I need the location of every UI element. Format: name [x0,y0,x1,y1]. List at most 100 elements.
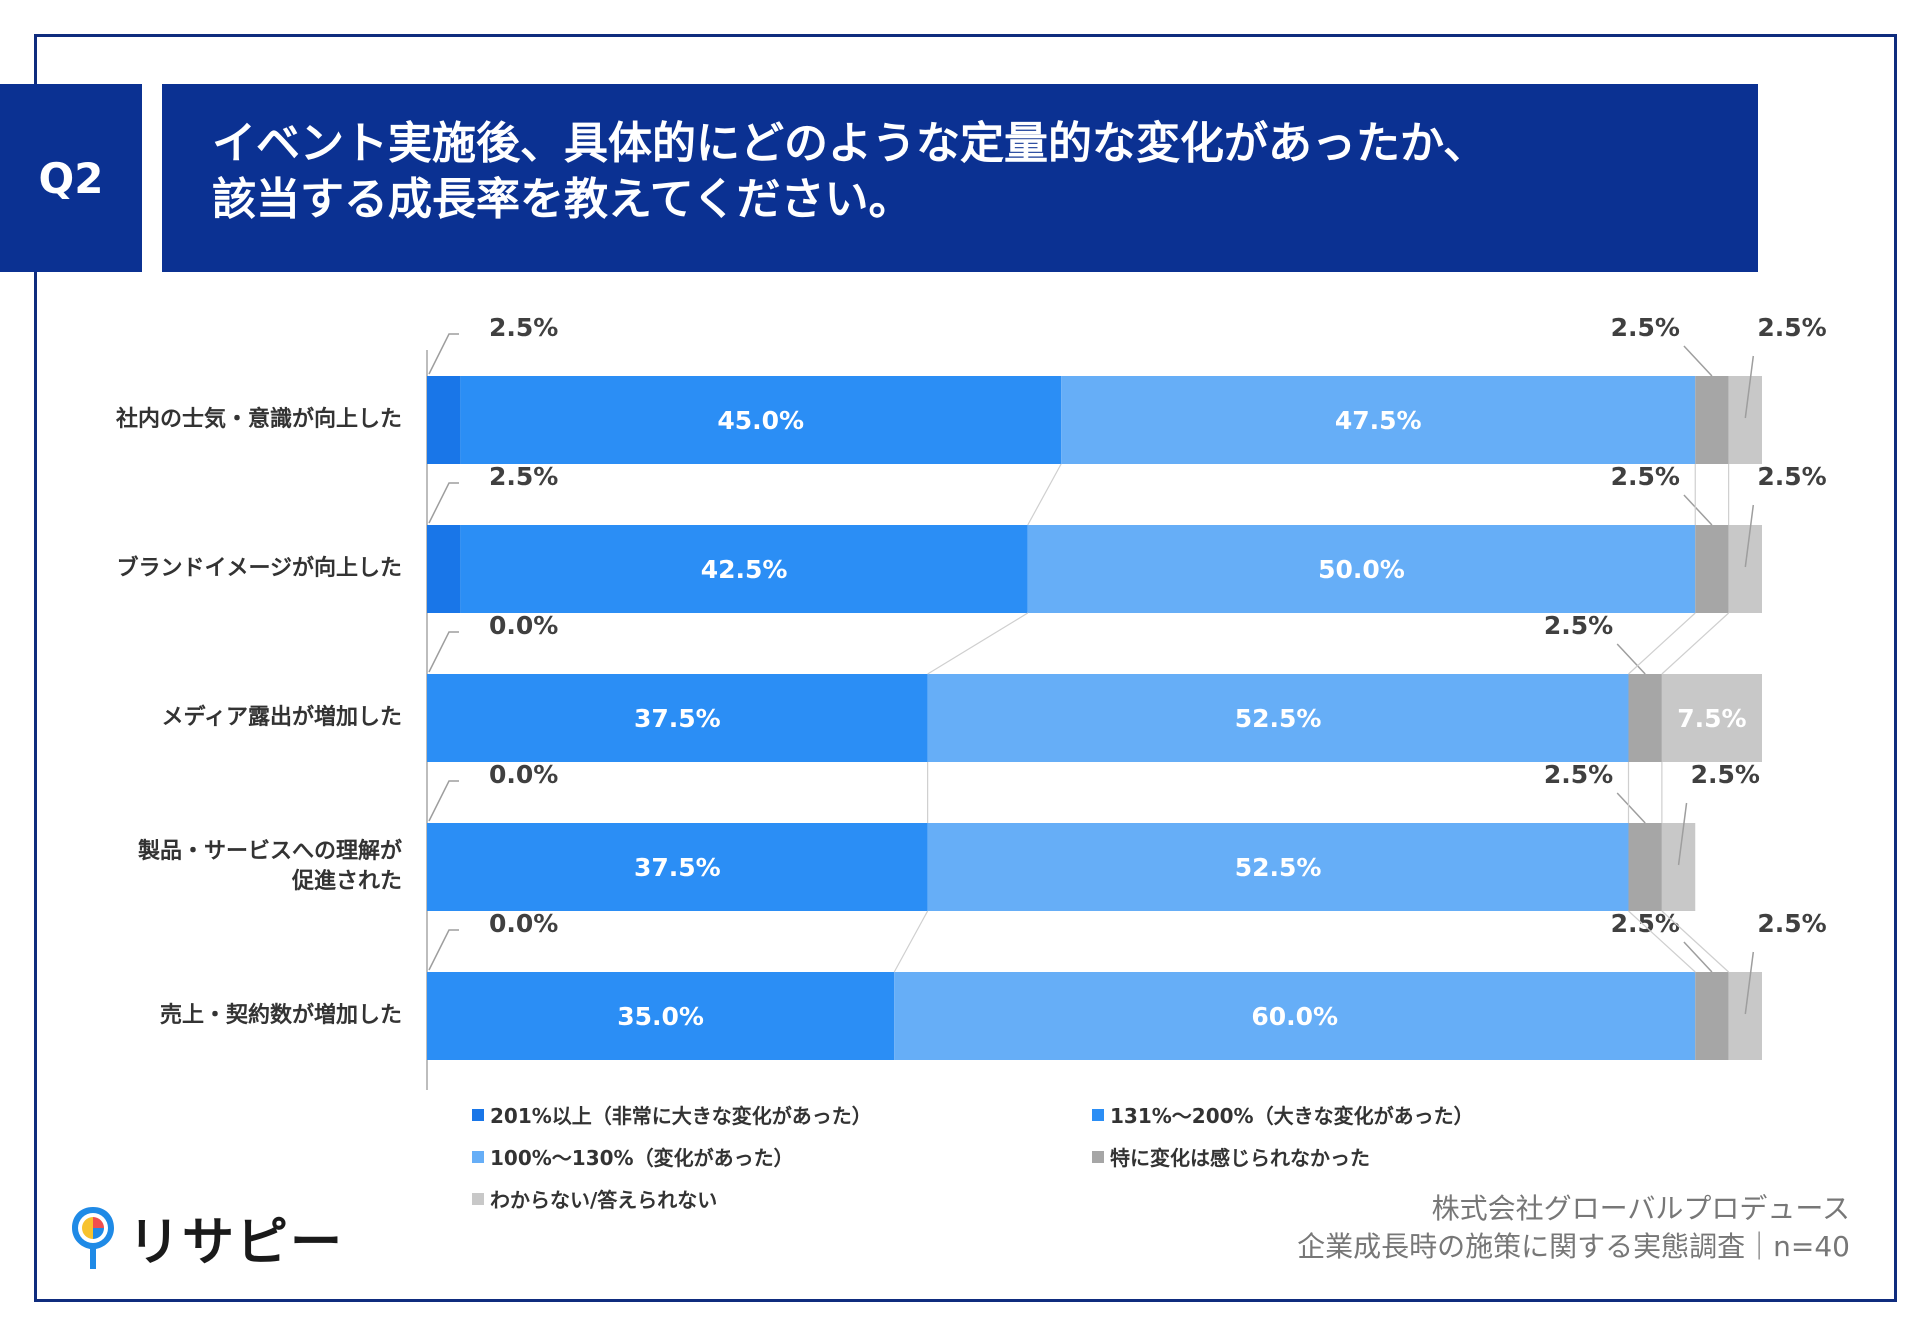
bar-segment-r4-s2 [894,972,1696,1060]
connector-r3-b4 [1661,910,1730,973]
legend-swatch-4 [472,1192,484,1205]
legend-swatch-1 [1092,1108,1104,1121]
data-label-r0-s4: 2.5% [1757,313,1826,342]
data-label-r2-s3: 2.5% [1544,611,1613,640]
legend-label-0: 201%以上（非常に大きな変化があった） [490,1104,872,1128]
data-label-r4-s4: 2.5% [1757,909,1826,938]
logo-pin-icon [72,1206,114,1269]
bar-segment-r0-s2 [1061,376,1696,464]
bar-segment-r0-s4 [1728,376,1762,464]
legend-label-1: 131%～200%（大きな変化があった） [1110,1104,1474,1128]
bar-segment-r2-s1 [427,674,928,762]
leader-line-r2-s0 [428,631,459,673]
legend-swatch-3 [1092,1150,1104,1163]
leader-line-r2-s3 [1616,643,1646,675]
bar-segment-r2-s4 [1661,674,1762,762]
data-label-r2-s0: 0.0% [489,611,558,640]
data-label-r1-s2: 50.0% [1318,555,1405,584]
category-label-1-line-0: ブランドイメージが向上した [116,556,402,581]
data-label-r4-s2: 60.0% [1251,1002,1338,1031]
bar-segment-r3-s1 [427,823,928,911]
bar-segment-r1-s3 [1695,525,1729,613]
connector-r1-b2 [927,612,1029,675]
category-label-0: 社内の士気・意識が向上した [116,405,402,435]
footer-survey: 企業成長時の施策に関する実態調査｜n=40 [1297,1230,1850,1263]
connector-r3-b3 [1628,910,1696,973]
data-label-r3-s1: 37.5% [634,853,721,882]
data-label-r1-s3: 2.5% [1611,462,1680,491]
logo-text: リサピー [128,1213,345,1273]
bar-segment-r2-s2 [927,674,1629,762]
bar-segment-r3-s3 [1628,823,1662,911]
bar-segment-r3-s2 [927,823,1629,911]
page-title: イベント実施後、具体的にどのような定量的な変化があったか、 該当する成長率を教え… [162,84,1758,272]
bar-segment-r4-s4 [1728,972,1762,1060]
title-line-1: イベント実施後、具体的にどのような定量的な変化があったか、 [212,118,1488,169]
leader-line-r3-s0 [428,780,459,822]
footer-company: 株式会社グローバルプロデュース [1431,1192,1850,1225]
leader-line-r1-s0 [428,482,459,524]
title-line-2: 該当する成長率を教えてください。 [212,174,913,225]
legend-item-2: 100%～130%（変化があった） [472,1142,794,1171]
bar-segment-r3-s4 [1661,823,1696,911]
legend-item-0: 201%以上（非常に大きな変化があった） [472,1100,872,1129]
data-label-r1-s4: 2.5% [1757,462,1826,491]
leader-line-r3-s4 [1677,802,1688,866]
category-label-3: 製品・サービスへの理解が促進された [138,837,402,897]
leader-line-r3-s3 [1616,792,1646,824]
category-label-1: ブランドイメージが向上した [116,554,402,584]
data-label-r1-s1: 42.5% [701,555,788,584]
category-label-2-line-0: メディア露出が増加した [161,705,402,730]
leader-line-r1-s4 [1744,504,1755,568]
data-label-r0-s0: 2.5% [489,313,558,342]
connector-r0-b2 [1027,463,1062,526]
data-label-r3-s3: 2.5% [1544,760,1613,789]
leader-line-r4-s4 [1744,951,1755,1015]
bar-segment-r2-s3 [1628,674,1662,762]
leader-line-r4-s0 [428,929,459,971]
question-badge: Q2 [0,84,142,272]
data-label-r2-s2: 52.5% [1235,704,1322,733]
leader-line-r4-s3 [1683,941,1713,973]
data-label-r3-s4: 2.5% [1691,760,1760,789]
category-label-2: メディア露出が増加した [162,703,402,733]
leader-line-r0-s3 [1683,345,1713,377]
bar-segment-r0-s3 [1695,376,1729,464]
data-label-r0-s3: 2.5% [1611,313,1680,342]
data-label-r3-s2: 52.5% [1235,853,1322,882]
data-label-r2-s1: 37.5% [634,704,721,733]
leader-line-r0-s4 [1744,355,1755,419]
legend-swatch-2 [472,1150,484,1163]
category-label-3-line-1: 促進された [291,869,402,894]
connector-r3-b2 [893,910,929,973]
connector-r1-b3 [1628,612,1696,675]
category-label-3-line-0: 製品・サービスへの理解が [137,839,402,864]
connector-r1-b4 [1661,612,1730,675]
category-label-0-line-0: 社内の士気・意識が向上した [115,407,402,432]
data-label-r4-s0: 0.0% [489,909,558,938]
leader-line-r0-s0 [428,333,459,375]
logo: リサピー [68,1200,344,1275]
data-label-r2-s4: 7.5% [1677,704,1746,733]
data-label-r4-s3: 2.5% [1611,909,1680,938]
legend-swatch-0 [472,1108,484,1121]
footer: 株式会社グローバルプロデュース 企業成長時の施策に関する実態調査｜n=40 [1297,1190,1850,1266]
chart-frame [34,34,1897,1302]
legend-label-2: 100%～130%（変化があった） [490,1146,794,1170]
data-label-r0-s1: 45.0% [717,406,804,435]
bar-segment-r1-s0 [427,525,461,613]
legend-item-4: わからない/答えられない [472,1184,717,1213]
data-label-r1-s0: 2.5% [489,462,558,491]
bar-segment-r4-s1 [427,972,895,1060]
data-label-r4-s1: 35.0% [617,1002,704,1031]
data-label-r3-s0: 0.0% [489,760,558,789]
category-label-4: 売上・契約数が増加した [160,1001,402,1031]
legend-item-3: 特に変化は感じられなかった [1092,1142,1370,1171]
legend-item-1: 131%～200%（大きな変化があった） [1092,1100,1474,1129]
leader-line-r1-s3 [1683,494,1713,526]
category-label-4-line-0: 売上・契約数が増加した [159,1003,402,1028]
legend-label-3: 特に変化は感じられなかった [1110,1146,1370,1170]
bar-segment-r0-s1 [460,376,1062,464]
bar-segment-r1-s1 [460,525,1028,613]
